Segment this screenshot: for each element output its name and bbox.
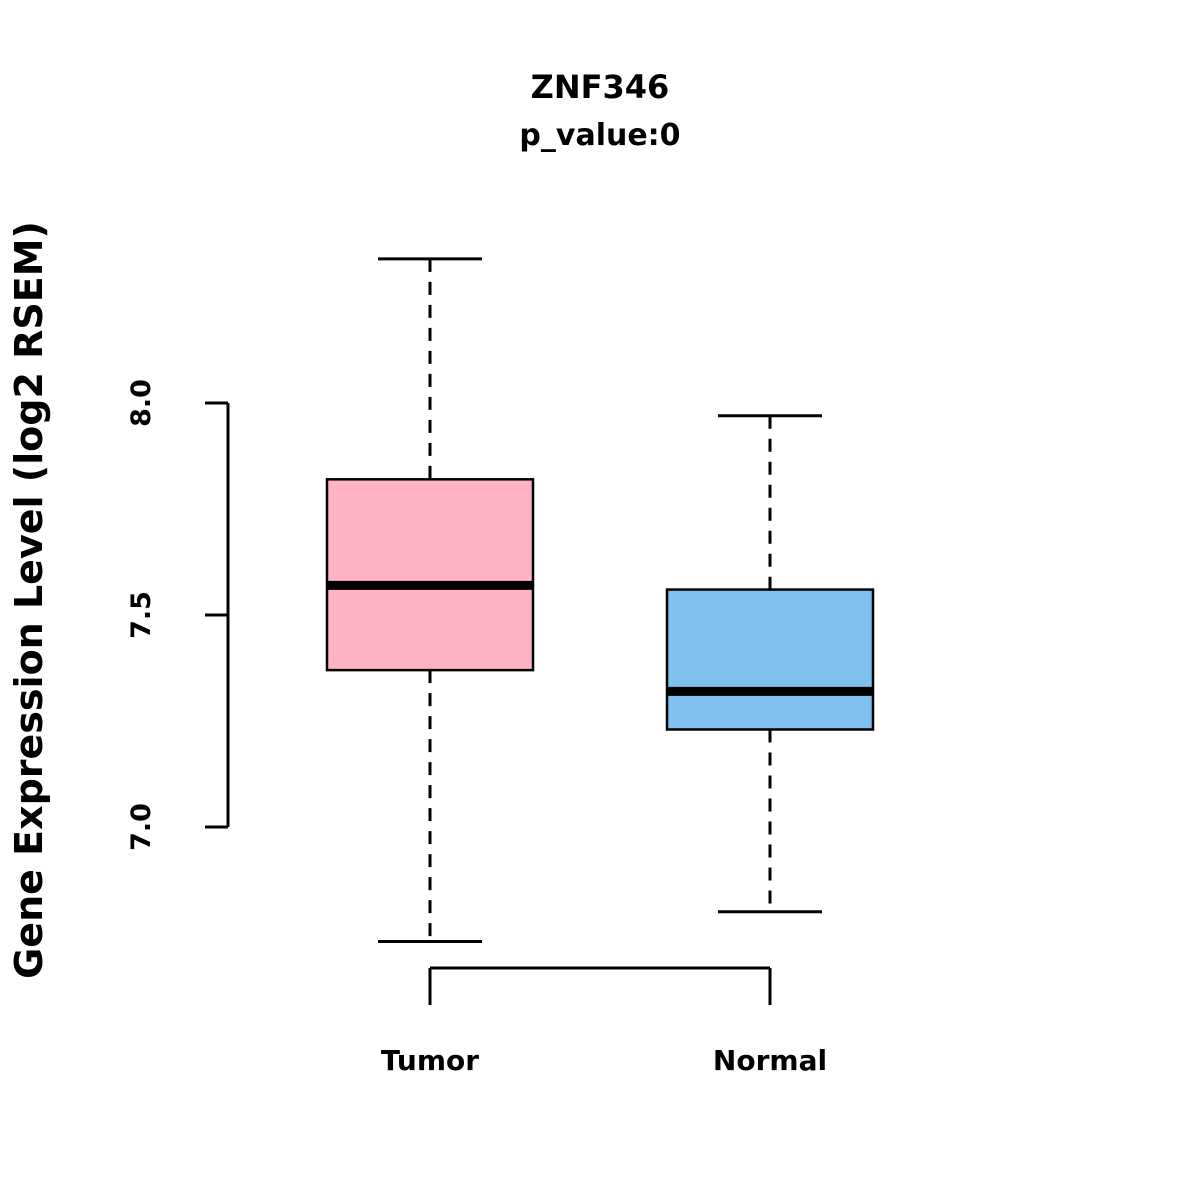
y-axis: 8.0 7.5 7.0 bbox=[126, 379, 230, 851]
y-axis-label: Gene Expression Level (log2 RSEM) bbox=[7, 221, 51, 979]
y-axis-tick-label: 7.5 bbox=[126, 591, 157, 639]
iqr-box bbox=[665, 588, 875, 731]
y-axis-tick-label: 7.0 bbox=[126, 803, 157, 851]
chart-subtitle-pvalue: p_value:0 bbox=[519, 118, 680, 153]
group-label-normal: Normal bbox=[713, 1044, 827, 1077]
x-axis: Tumor Normal bbox=[381, 966, 827, 1077]
boxplot-boxes bbox=[325, 257, 875, 943]
iqr-box bbox=[325, 478, 535, 672]
group-label-tumor: Tumor bbox=[381, 1044, 479, 1077]
y-axis-tick-label: 8.0 bbox=[126, 379, 157, 427]
boxplot-tumor bbox=[325, 257, 535, 943]
chart-title: ZNF346 bbox=[531, 68, 670, 106]
boxplot-normal bbox=[665, 414, 875, 914]
